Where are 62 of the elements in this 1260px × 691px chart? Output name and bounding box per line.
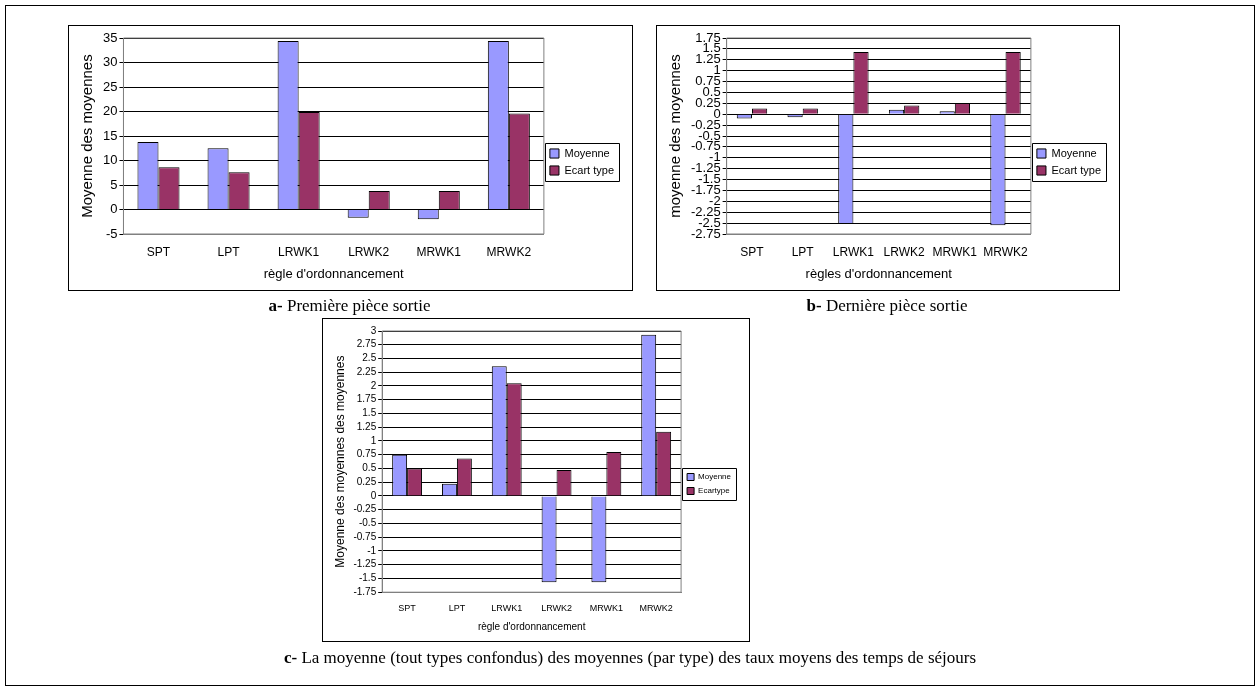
- x-tick-label: MRWK1: [932, 244, 978, 259]
- y-tick-label: 2.5: [362, 352, 377, 364]
- legend-label: Moyenne: [564, 146, 610, 159]
- y-tick-label: 1.25: [356, 420, 377, 432]
- y-tick-label: 20: [102, 103, 118, 119]
- y-tick-label: 0.75: [356, 448, 377, 460]
- y-tick-label: 0.25: [356, 475, 377, 487]
- y-tick-label: -1.75: [353, 585, 377, 597]
- x-tick-label: LRWK2: [348, 244, 390, 259]
- y-tick-label: -5: [105, 225, 118, 241]
- x-tick-label: LPT: [791, 244, 815, 259]
- x-tick-label: MRWK1: [416, 244, 462, 259]
- legend-label: Ecartype: [698, 486, 731, 496]
- text: a- Première pièce sortie: [267, 296, 432, 316]
- y-tick-label: 2.25: [356, 365, 377, 377]
- y-tick-label: 25: [102, 78, 118, 94]
- y-tick-label: 3: [370, 324, 377, 336]
- x-tick-label: LRWK1: [278, 244, 320, 259]
- y-tick-label: 1.75: [356, 393, 377, 405]
- y-tick-label: 0.5: [362, 462, 377, 474]
- y-tick-label: -1.25: [353, 558, 377, 570]
- x-axis-title: règles d'ordonnancement: [805, 265, 953, 281]
- y-tick-label: 10: [102, 152, 118, 168]
- y-tick-label: 5: [110, 176, 118, 192]
- x-tick-label: SPT: [146, 244, 171, 259]
- x-tick-label: LRWK2: [883, 244, 925, 259]
- y-tick-label: 1.5: [362, 407, 377, 419]
- y-tick-label: 15: [102, 127, 118, 143]
- y-tick-label: 1: [370, 434, 377, 446]
- y-tick-label: 30: [102, 54, 118, 70]
- text: b- Dernière pièce sortie: [805, 296, 969, 316]
- x-tick-label: MRWK2: [486, 244, 532, 259]
- x-tick-label: MRWK2: [639, 603, 673, 614]
- legend-label: Moyenne: [698, 472, 732, 482]
- x-axis-title: règle d'ordonnancement: [263, 265, 404, 281]
- y-tick-label: -0.75: [353, 530, 377, 542]
- y-axis-title: moyenne des moyennes: [666, 54, 684, 218]
- x-tick-label: LPT: [217, 244, 241, 259]
- legend-label: Ecart type: [1051, 163, 1102, 176]
- legend-label: Moyenne: [1051, 146, 1097, 159]
- y-tick-label: -0.5: [358, 517, 377, 529]
- x-tick-label: MRWK1: [589, 603, 624, 614]
- x-tick-label: LRWK2: [541, 603, 572, 614]
- y-tick-label: 0: [110, 201, 118, 217]
- x-tick-label: SPT: [398, 603, 417, 614]
- y-axis-title: Moyenne des moyennes des moyennes: [332, 355, 347, 568]
- x-tick-label: SPT: [740, 244, 765, 259]
- x-axis-title: règle d'ordonnancement: [477, 620, 586, 632]
- x-tick-label: LPT: [448, 603, 466, 614]
- x-tick-label: LRWK1: [491, 603, 523, 614]
- y-tick-label: 0: [370, 489, 377, 501]
- y-tick-label: -0.25: [353, 503, 377, 515]
- text: c- La moyenne (tout types confondus) des moyennes (par type) des taux moyens des temps de séjours: [282, 648, 978, 668]
- y-tick-label: 35: [102, 29, 118, 45]
- y-tick-label: -1: [367, 544, 377, 556]
- y-tick-label: 2.75: [356, 338, 377, 350]
- y-axis-title: Moyenne des moyennes: [78, 54, 96, 218]
- y-tick-label: 2: [370, 379, 377, 391]
- x-tick-label: MRWK2: [983, 244, 1029, 259]
- x-tick-label: LRWK1: [832, 244, 875, 259]
- legend-label: Ecart type: [564, 163, 615, 176]
- y-tick-label: -1.5: [358, 572, 377, 584]
